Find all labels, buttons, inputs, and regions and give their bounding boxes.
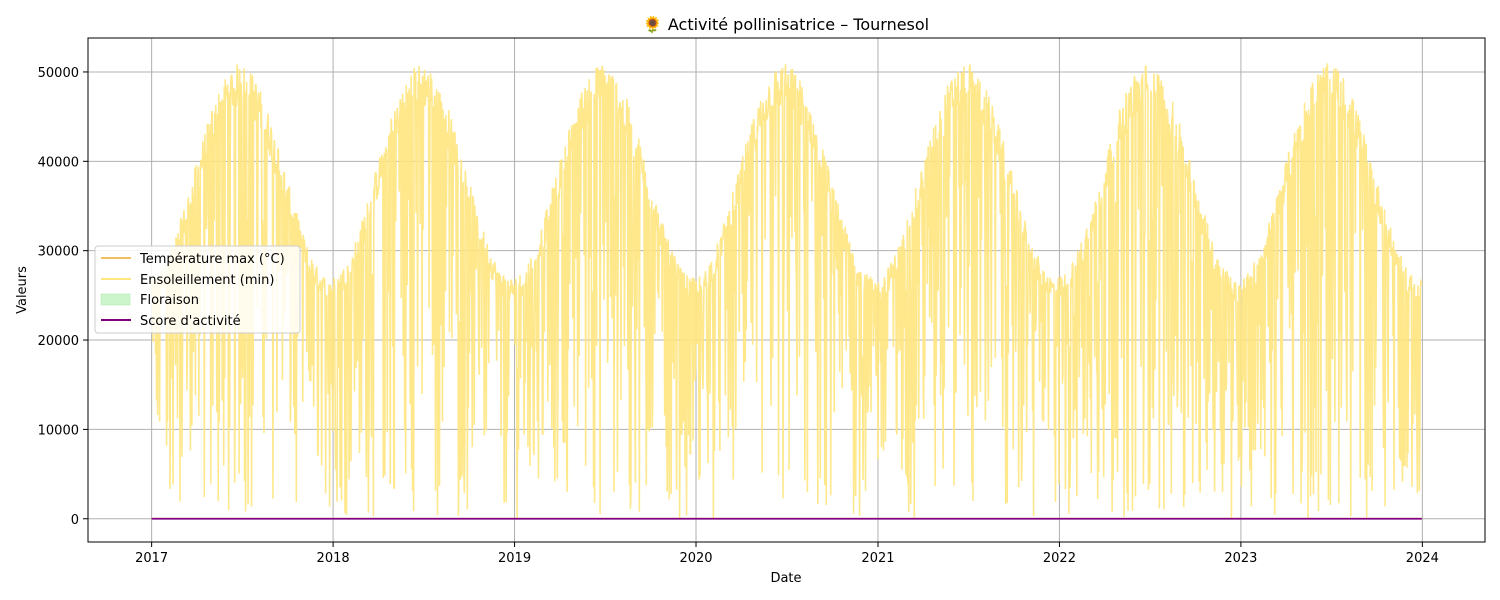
x-axis-label: Date [770, 571, 801, 586]
legend-label-ensoleillement: Ensoleillement (min) [140, 273, 274, 288]
x-tick-label: 2024 [1406, 551, 1439, 566]
y-axis-label: Valeurs [15, 266, 30, 314]
legend-label-floraison: Floraison [140, 293, 199, 308]
y-tick-label: 10000 [38, 423, 79, 438]
chart-title: 🌻 Activité pollinisatrice – Tournesol [643, 15, 929, 34]
x-tick-label: 2021 [861, 551, 894, 566]
series-line-ensoleillement [150, 63, 1423, 519]
x-tick-label: 2017 [135, 551, 168, 566]
legend-box [94, 245, 301, 334]
plot-frame [87, 37, 1486, 543]
legend-label-temperature: Température max (°C) [139, 252, 285, 267]
y-tick-label: 30000 [38, 245, 79, 260]
axis-ticks: 2017 2018 2019 2020 2021 2022 2023 2024 0 10000 20… [38, 66, 1439, 566]
legend-label-score: Score d'activité [140, 314, 241, 329]
y-tick-label: 0 [71, 513, 79, 528]
plot-data [150, 63, 1423, 520]
x-tick-label: 2020 [679, 551, 712, 566]
x-tick-label: 2019 [498, 551, 531, 566]
x-tick-label: 2022 [1043, 551, 1076, 566]
y-tick-label: 40000 [38, 155, 79, 170]
y-tick-label: 50000 [38, 66, 79, 81]
x-tick-label: 2023 [1224, 551, 1257, 566]
y-tick-label: 20000 [38, 334, 79, 349]
x-tick-label: 2018 [317, 551, 350, 566]
legend-swatch-floraison [100, 293, 131, 306]
legend: Température max (°C) Ensoleillement (min… [94, 245, 301, 334]
